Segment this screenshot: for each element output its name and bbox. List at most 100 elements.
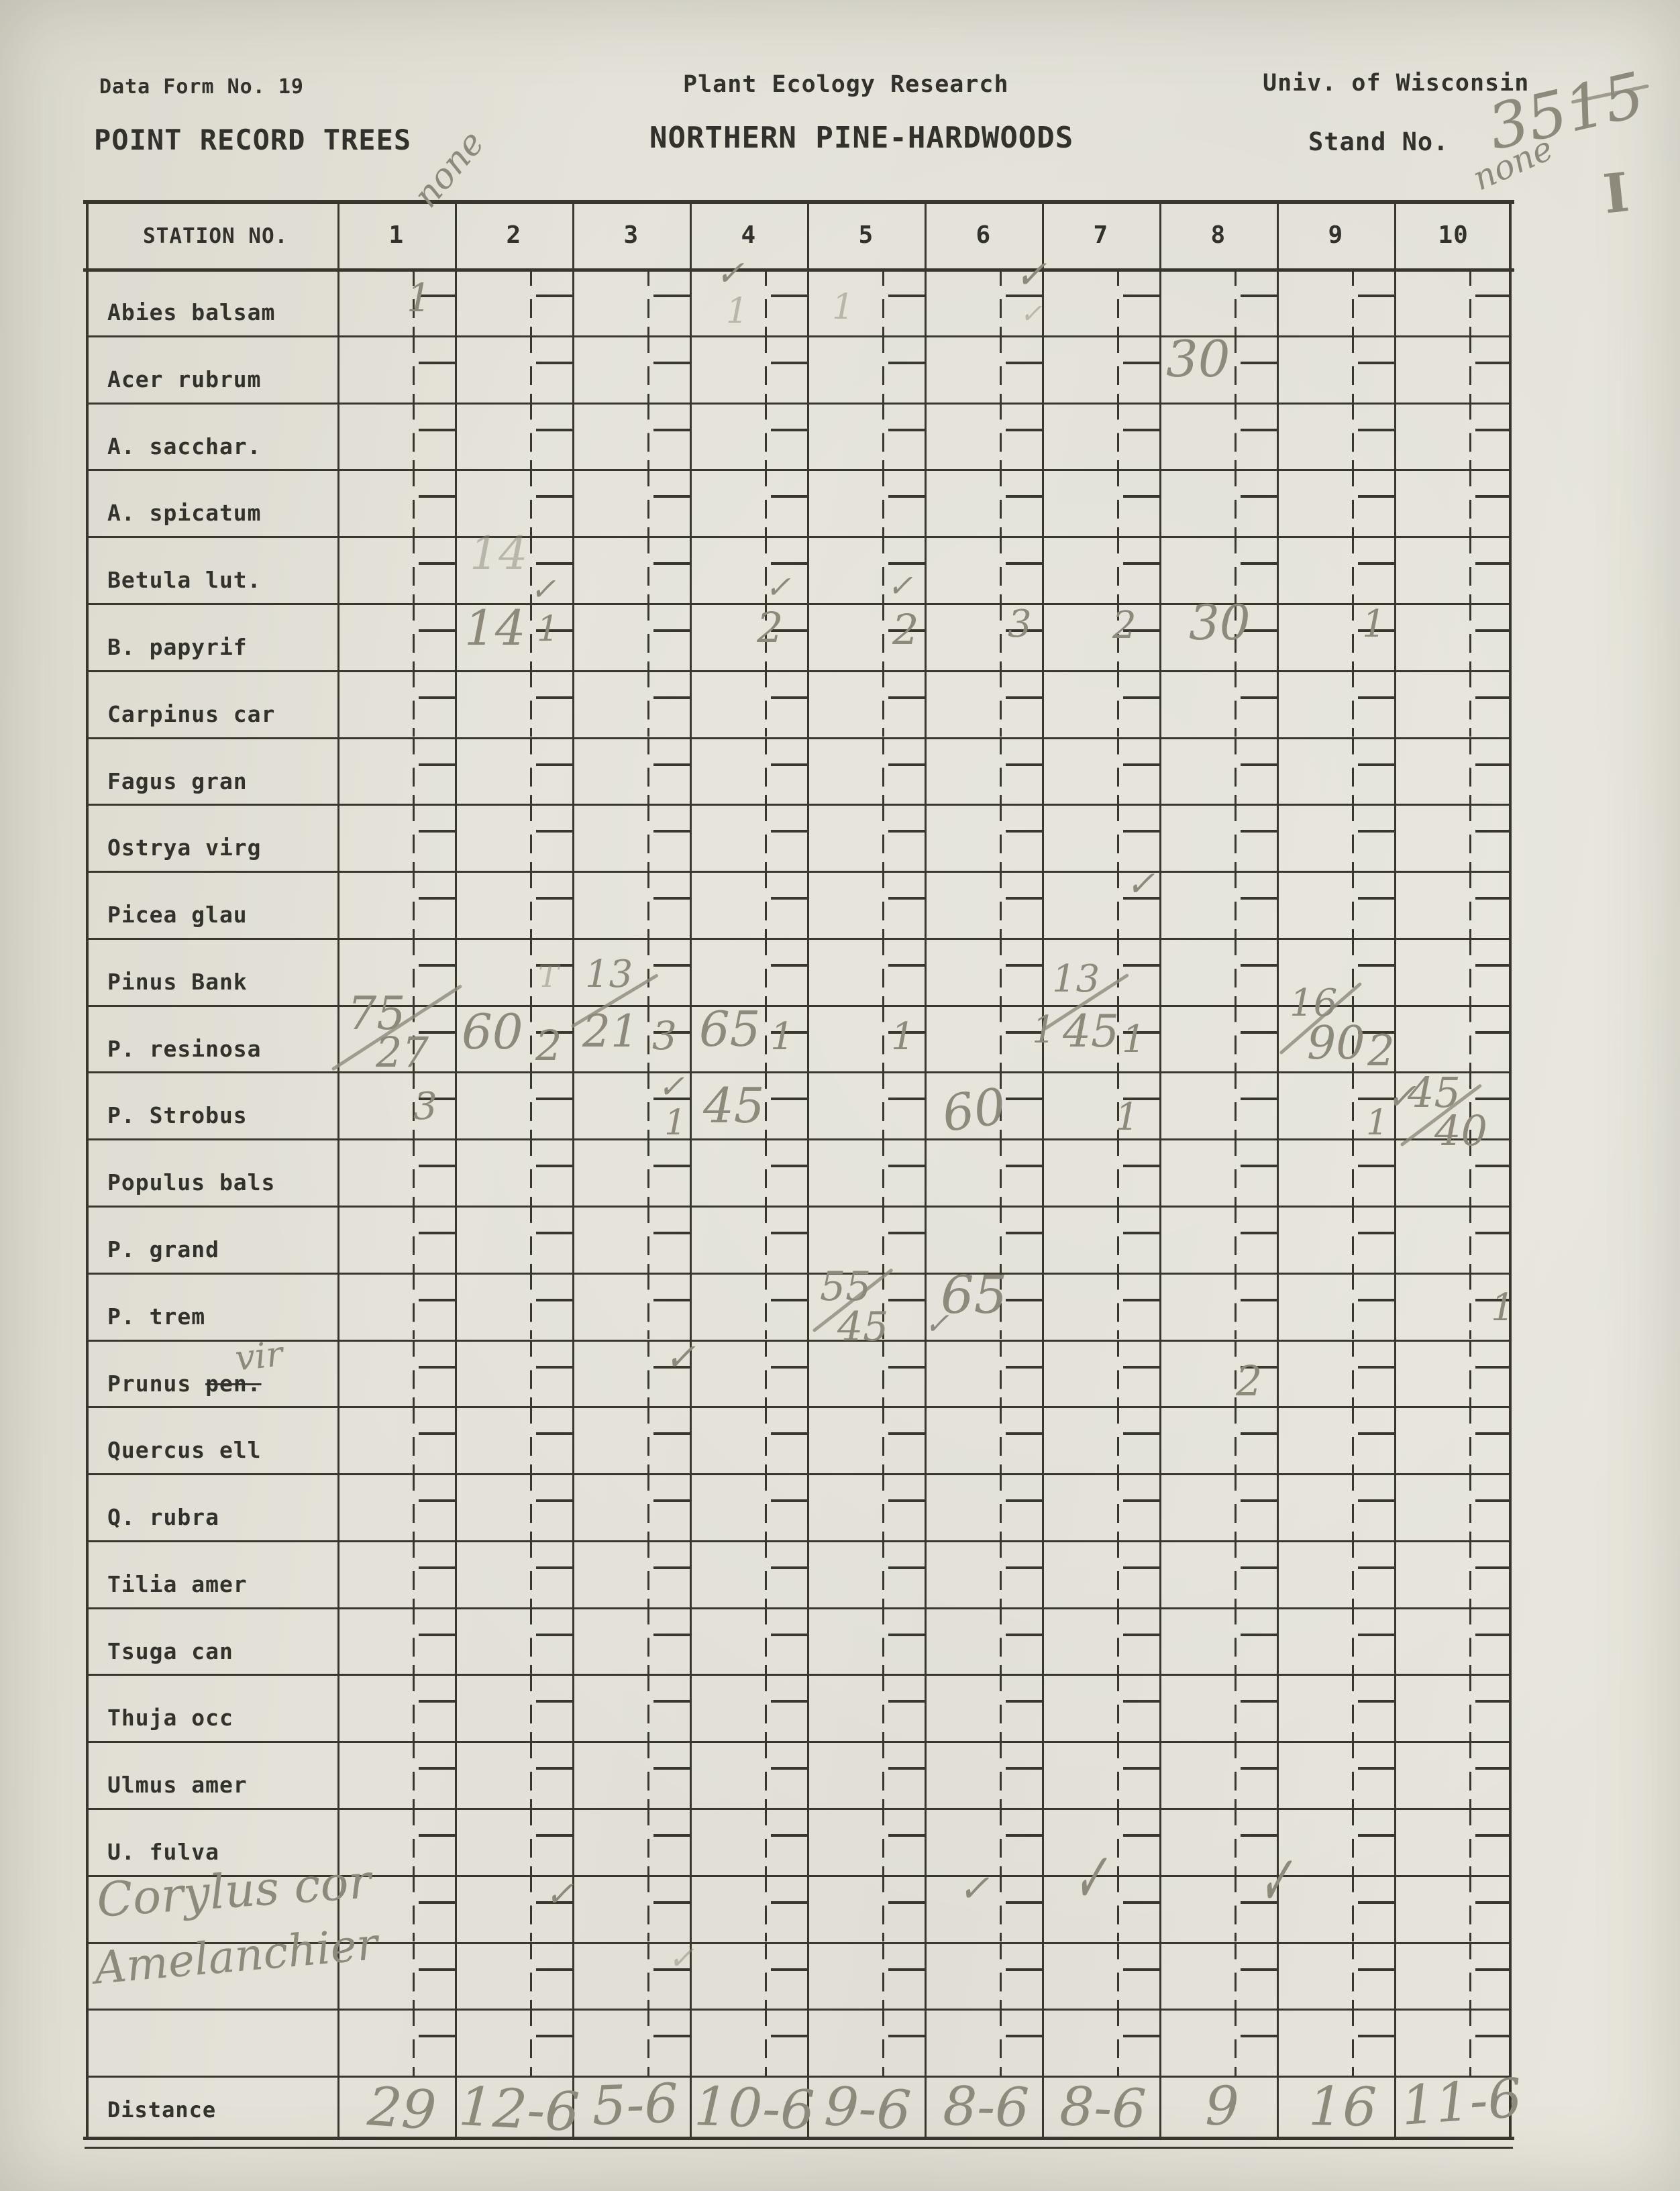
row-line [86,536,1512,539]
cell-divider-ticks [1352,1138,1354,1206]
cell-divider-ticks [882,402,884,470]
cell-divider-ticks [647,1607,649,1674]
cell-divider-ticks [765,804,767,871]
right-title: Univ. of Wisconsin [1263,70,1530,97]
row-line [86,1339,1512,1342]
species-label: Ostrya virg [107,835,262,861]
pencil-annotation: 1 [407,275,431,321]
cell-divider-ticks [413,871,415,938]
cell-divider-ticks [1352,1406,1354,1474]
cell-mid-dash [653,562,690,566]
cell-divider-ticks [1117,469,1119,537]
species-name: Populus bals [107,1169,276,1196]
cell-mid-dash [1241,629,1277,632]
cell-divider-ticks [647,1941,649,2009]
cell-divider-ticks [1235,1674,1237,1742]
cell-mid-dash [1241,1165,1277,1168]
cell-divider-ticks [882,1406,884,1474]
cell-divider-ticks [765,268,767,335]
cell-mid-dash [653,763,690,766]
cell-mid-dash [771,295,807,297]
cell-divider-ticks [1117,1807,1119,1875]
cell-mid-dash [771,428,807,431]
pencil-annotation: I [1600,160,1632,226]
cell-divider-ticks [1469,536,1471,603]
cell-divider-ticks [1117,1473,1119,1540]
table-border-left [86,200,89,2140]
cell-mid-dash [1358,1098,1394,1101]
cell-mid-dash [1475,1165,1512,1168]
station-header-1: 1 [388,221,405,249]
cell-mid-dash [536,428,572,431]
cell-mid-dash [653,1968,690,1971]
cell-divider-ticks [1000,536,1002,603]
pencil-annotation: 65 [941,1265,1008,1326]
cell-mid-dash [1006,1165,1042,1168]
cell-mid-dash [419,295,455,297]
cell-divider-ticks [882,1071,884,1139]
cell-mid-dash [1006,1432,1042,1436]
cell-divider-ticks [1000,1607,1002,1674]
pencil-annotation: 3 [1008,602,1032,646]
cell-mid-dash [536,562,572,566]
cell-divider-ticks [530,1473,532,1540]
cell-divider-ticks [647,1339,649,1407]
cell-divider-ticks [647,1874,649,1942]
cell-mid-dash [1123,1030,1159,1034]
cell-mid-dash [536,1700,572,1703]
cell-divider-ticks [765,1874,767,1942]
cell-divider-ticks [1469,335,1471,403]
cell-mid-dash [1358,428,1394,431]
cell-mid-dash [771,897,807,900]
cell-divider-ticks [765,1807,767,1875]
cell-divider-ticks [647,268,649,335]
cell-divider-ticks [1117,1941,1119,2009]
cell-mid-dash [1475,1298,1512,1301]
cell-divider-ticks [1352,1607,1354,1674]
cell-divider-ticks [1469,1607,1471,1674]
cell-mid-dash [1241,361,1277,364]
column-line [1277,200,1279,2140]
checkmark-annotation: ✓ [664,1336,696,1379]
cell-divider-ticks [1469,670,1471,737]
cell-divider-ticks [765,1004,767,1072]
species-name: Ostrya virg [107,835,262,861]
cell-divider-ticks [765,1741,767,1808]
species-label: Fagus gran [107,768,248,794]
cell-divider-ticks [647,469,649,537]
cell-divider-ticks [1235,1473,1237,1540]
row-line [86,1607,1512,1609]
cell-divider-ticks [1235,1406,1237,1474]
species-name: Pinus Bank [107,968,248,995]
cell-mid-dash [419,963,455,967]
cell-mid-dash [1358,1432,1394,1436]
cell-divider-ticks [1469,1138,1471,1206]
cell-divider-ticks [1000,1473,1002,1540]
cell-mid-dash [771,1566,807,1569]
cell-mid-dash [419,1365,455,1369]
cell-divider-ticks [882,937,884,1005]
cell-mid-dash [419,1165,455,1168]
cell-divider-ticks [530,1807,532,1875]
cell-divider-ticks [765,602,767,670]
cell-divider-ticks [1000,737,1002,804]
cell-mid-dash [1241,1566,1277,1569]
cell-divider-ticks [1000,1205,1002,1273]
table-border-right [1509,200,1512,2140]
cell-mid-dash [771,629,807,632]
pencil-annotation: T [538,958,559,994]
cell-mid-dash [1358,562,1394,566]
pencil-annotation: 3 [413,1085,437,1128]
cell-mid-dash [1475,428,1512,431]
cell-divider-ticks [1117,1540,1119,1607]
cell-mid-dash [1123,1499,1159,1502]
checkmark-annotation: ✓ [887,568,913,604]
cell-divider-ticks [1352,737,1354,804]
pencil-annotation: 13 [1052,957,1100,1001]
cell-mid-dash [771,2035,807,2038]
cell-divider-ticks [1000,871,1002,938]
cell-mid-dash [419,1833,455,1837]
cell-divider-ticks [1235,602,1237,670]
cell-mid-dash [1475,562,1512,566]
species-label: Quercus ell [107,1437,262,1463]
